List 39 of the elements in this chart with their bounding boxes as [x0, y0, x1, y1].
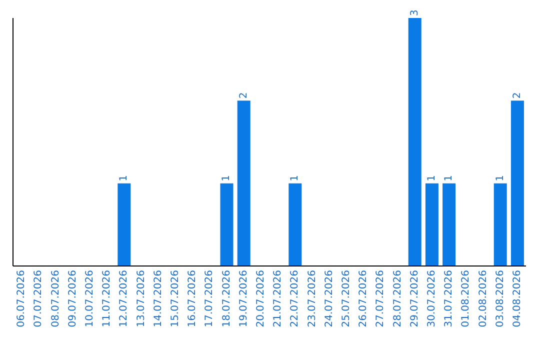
x-tick-label: 30.07.2026 — [426, 270, 438, 328]
x-tick-label: 02.08.2026 — [478, 270, 489, 328]
data-label: 1 — [426, 174, 438, 182]
data-label: 1 — [221, 174, 232, 182]
x-tick-label: 03.08.2026 — [494, 270, 506, 328]
x-tick-label: 31.07.2026 — [444, 270, 455, 328]
x-tick-label: 23.07.2026 — [306, 270, 318, 328]
x-tick-label: 17.07.2026 — [204, 270, 216, 328]
x-tick-label: 01.08.2026 — [460, 270, 472, 328]
x-tick-label: 19.07.2026 — [238, 270, 250, 328]
x-tick-label: 14.07.2026 — [152, 270, 164, 328]
x-tick-label: 08.07.2026 — [50, 270, 62, 328]
data-label: 1 — [444, 174, 455, 182]
data-label: 1 — [290, 174, 301, 182]
x-tick-label: 20.07.2026 — [255, 270, 266, 328]
x-tick-label: 10.07.2026 — [84, 270, 96, 328]
x-tick-label: 11.07.2026 — [102, 270, 113, 328]
data-label: 1 — [494, 174, 506, 182]
x-tick-label: 13.07.2026 — [136, 270, 147, 328]
x-tick-label: 27.07.2026 — [375, 270, 386, 328]
x-tick-label: 04.08.2026 — [512, 270, 523, 328]
data-label: 2 — [512, 92, 523, 99]
x-tick-label: 09.07.2026 — [67, 270, 78, 328]
x-tick-label: 21.07.2026 — [272, 270, 284, 328]
x-tick-label: 07.07.2026 — [33, 270, 44, 328]
x-tick-label: 06.07.2026 — [16, 270, 28, 328]
x-tick-label: 18.07.2026 — [221, 270, 232, 328]
x-tick-label: 26.07.2026 — [358, 270, 370, 328]
x-tick-label: 16.07.2026 — [187, 270, 198, 328]
x-tick-label: 25.07.2026 — [340, 270, 352, 328]
x-tick-label: 28.07.2026 — [392, 270, 404, 328]
data-label: 3 — [409, 10, 420, 16]
x-tick-label: 12.07.2026 — [118, 270, 130, 328]
data-label: 1 — [118, 174, 130, 182]
x-tick-label: 15.07.2026 — [170, 270, 181, 328]
x-tick-label: 29.07.2026 — [409, 270, 420, 328]
x-tick-label: 22.07.2026 — [290, 270, 301, 328]
data-label: 2 — [238, 92, 250, 99]
x-tick-label: 24.07.2026 — [324, 270, 335, 328]
